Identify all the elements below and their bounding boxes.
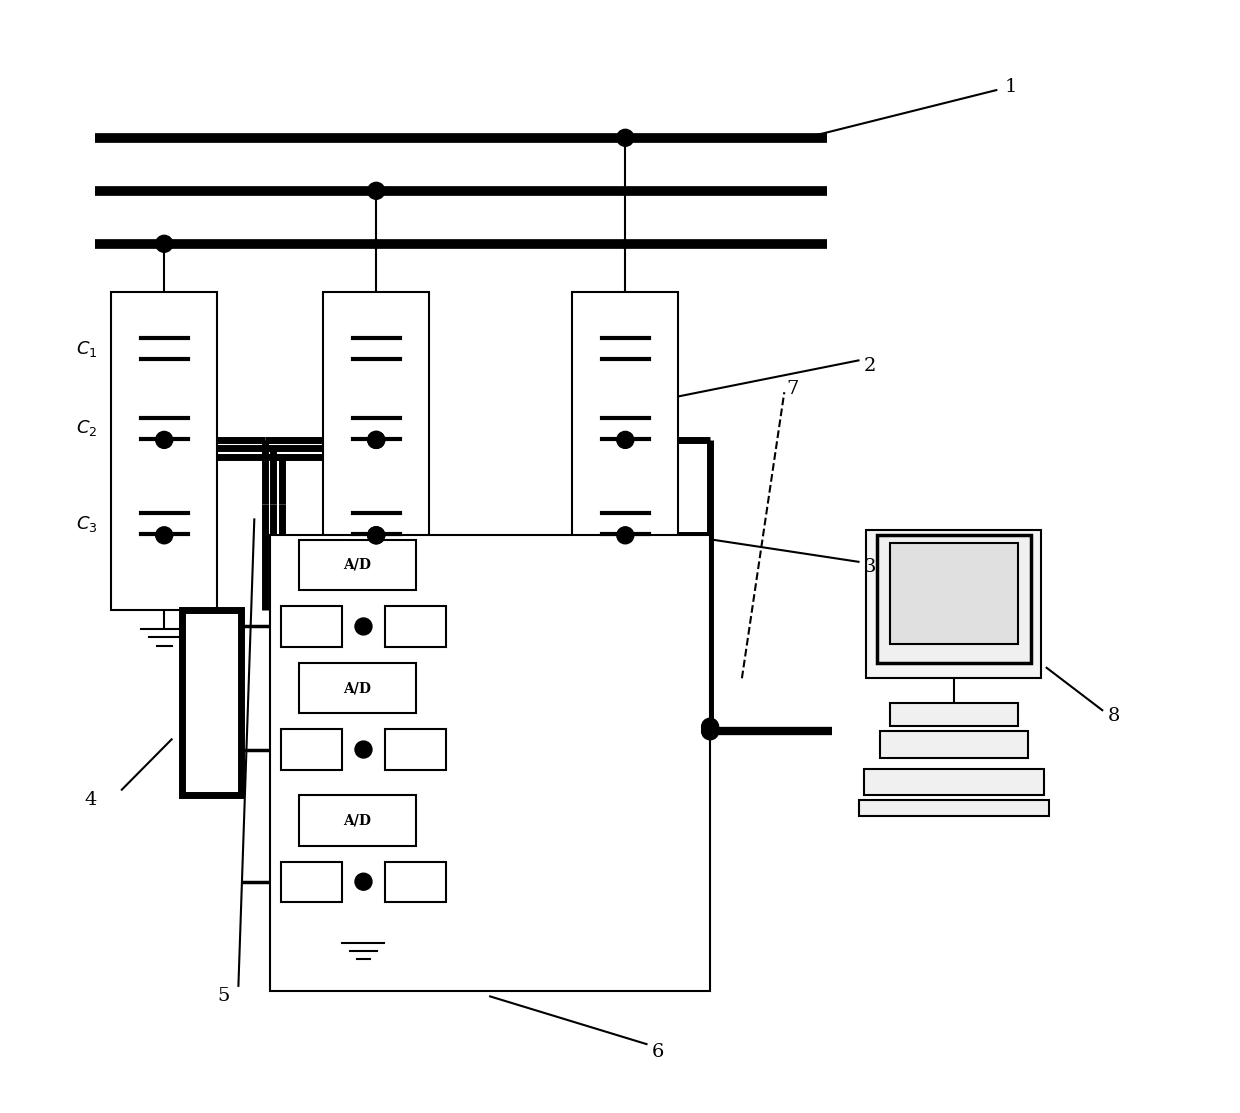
Bar xyxy=(299,795,415,846)
Circle shape xyxy=(156,526,172,544)
Circle shape xyxy=(156,235,172,253)
Circle shape xyxy=(616,432,634,449)
Bar xyxy=(864,768,1044,795)
Bar xyxy=(858,800,1049,816)
Bar xyxy=(182,610,241,795)
Circle shape xyxy=(702,718,719,736)
Circle shape xyxy=(355,618,372,634)
Bar xyxy=(384,607,446,647)
Bar xyxy=(299,662,415,713)
Text: A/D: A/D xyxy=(343,681,372,695)
Bar xyxy=(384,729,446,770)
Text: 6: 6 xyxy=(652,1043,665,1061)
Circle shape xyxy=(368,432,384,449)
Bar xyxy=(890,543,1018,644)
Bar xyxy=(890,702,1018,726)
Text: $C_1$: $C_1$ xyxy=(76,338,98,358)
Text: A/D: A/D xyxy=(343,814,372,827)
Circle shape xyxy=(355,874,372,890)
Bar xyxy=(299,540,415,590)
Text: 7: 7 xyxy=(786,380,799,398)
Circle shape xyxy=(368,432,384,449)
Text: 3: 3 xyxy=(864,558,877,577)
Bar xyxy=(270,535,711,991)
Bar xyxy=(280,861,342,902)
Circle shape xyxy=(616,526,634,544)
Circle shape xyxy=(702,722,719,740)
Circle shape xyxy=(368,183,384,199)
Circle shape xyxy=(355,741,372,758)
Text: $C_2$: $C_2$ xyxy=(76,418,98,439)
Text: 4: 4 xyxy=(84,791,97,809)
Bar xyxy=(280,729,342,770)
Bar xyxy=(324,292,429,610)
Bar xyxy=(573,292,678,610)
Bar xyxy=(384,861,446,902)
Circle shape xyxy=(368,526,384,544)
Bar xyxy=(879,731,1028,758)
Text: 8: 8 xyxy=(1107,707,1120,725)
Circle shape xyxy=(156,432,172,449)
Text: 5: 5 xyxy=(217,987,229,1005)
Circle shape xyxy=(368,526,384,544)
Circle shape xyxy=(616,129,634,146)
Text: 1: 1 xyxy=(1004,78,1017,96)
Bar xyxy=(877,535,1030,662)
Bar xyxy=(867,530,1042,679)
Bar xyxy=(112,292,217,610)
Text: 2: 2 xyxy=(864,356,877,375)
Text: $C_3$: $C_3$ xyxy=(76,513,98,533)
Text: A/D: A/D xyxy=(343,558,372,572)
Bar xyxy=(280,607,342,647)
